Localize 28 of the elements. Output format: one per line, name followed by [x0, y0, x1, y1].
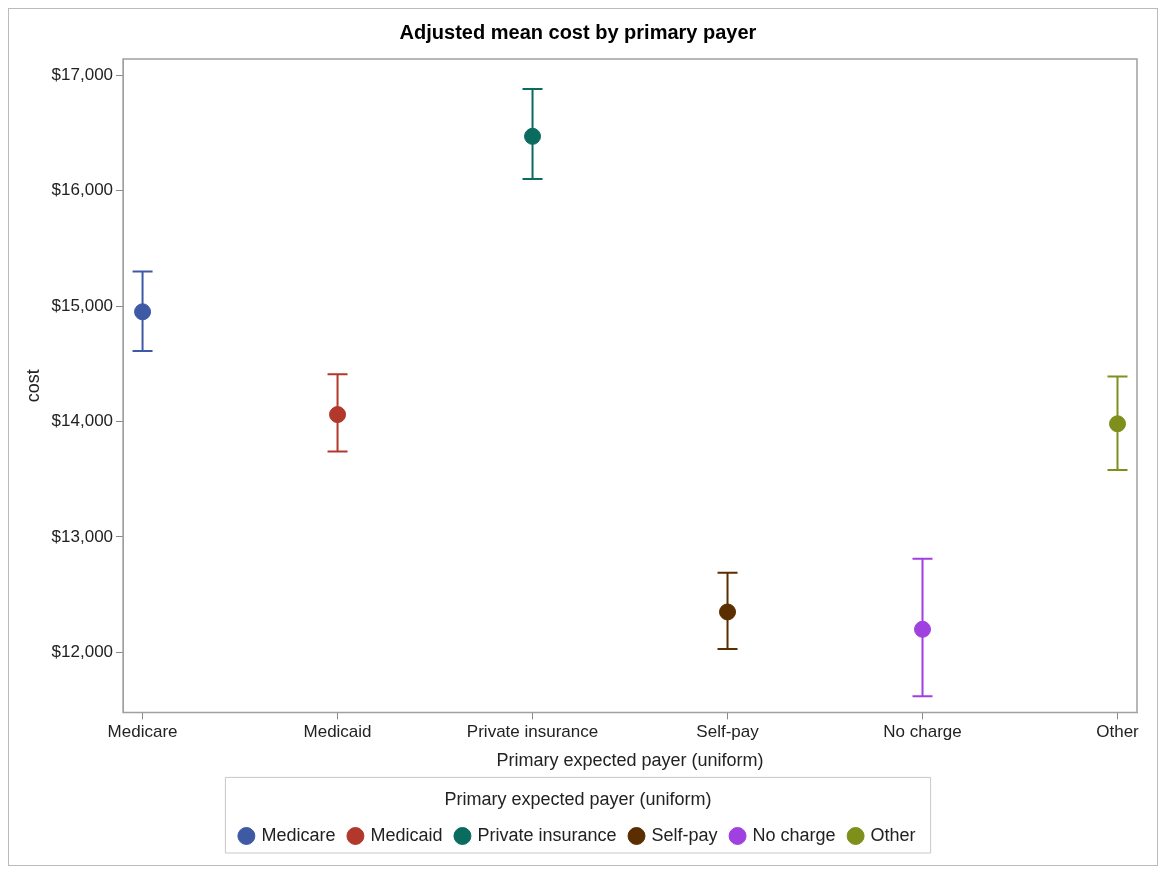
x-axis-title: Primary expected payer (uniform) [496, 749, 764, 770]
legend-label: Self-pay [651, 824, 718, 845]
y-tick-label: $15,000 [51, 295, 114, 315]
legend-label: Medicaid [370, 824, 443, 845]
x-tick-label: Medicaid [303, 722, 372, 742]
y-tick-label: $17,000 [51, 64, 114, 84]
legend-label: Medicare [261, 824, 336, 845]
point [524, 127, 542, 145]
point [1109, 415, 1126, 433]
point [914, 620, 932, 638]
y-tick-label: $12,000 [51, 642, 114, 662]
y-tick-label: $13,000 [51, 526, 114, 546]
x-tick-label: Self-pay [696, 722, 760, 742]
y-axis-title: cost [22, 369, 43, 403]
y-tick-label: $14,000 [51, 411, 114, 431]
x-tick-label: No charge [883, 722, 962, 742]
x-tick-label: Medicare [107, 722, 178, 742]
legend-title: Primary expected payer (uniform) [444, 789, 712, 810]
y-tick-label: $16,000 [51, 180, 114, 200]
legend-label: No charge [752, 824, 836, 845]
legend-label: Other [870, 824, 916, 845]
chart-title: Adjusted mean cost by primary payer [399, 20, 757, 43]
x-tick-label: Private insurance [466, 722, 599, 742]
point [134, 303, 152, 321]
point [719, 603, 737, 621]
legend-label: Private insurance [477, 824, 617, 845]
x-tick-label: Other [1096, 722, 1140, 742]
point [329, 406, 347, 424]
